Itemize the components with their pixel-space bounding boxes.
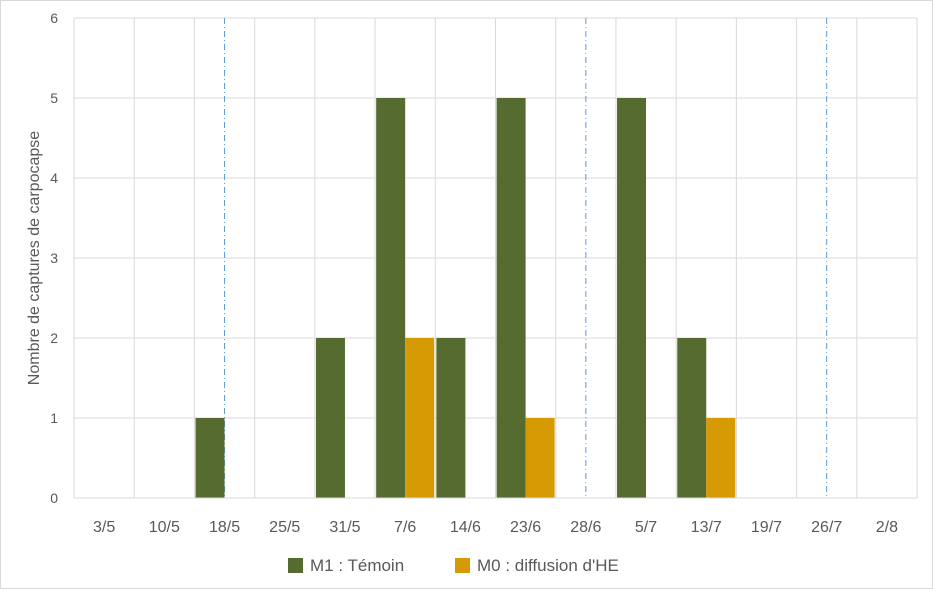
x-axis-tick-labels: 3/5 10/5 18/5 25/5 31/5 7/6 14/6 23/6 28/6 5/7 13/…: [93, 519, 898, 536]
bar-m0: [706, 418, 736, 498]
x-tick-label: 5/7: [635, 519, 657, 536]
bar-m1: [617, 98, 647, 498]
y-tick-label: 0: [50, 490, 58, 506]
legend-label: M1 : Témoin: [310, 556, 404, 575]
x-tick-label: 23/6: [510, 519, 541, 536]
y-axis-label: Nombre de captures de carpocapse: [26, 131, 43, 385]
legend-swatch: [455, 558, 470, 573]
bar-m1: [195, 418, 225, 498]
x-tick-label: 26/7: [811, 519, 842, 536]
bar-m1: [496, 98, 526, 498]
y-tick-label: 2: [50, 330, 58, 346]
bar-m1: [376, 98, 406, 498]
x-tick-label: 14/6: [450, 519, 481, 536]
legend-swatch: [288, 558, 303, 573]
legend-label: M0 : diffusion d'HE: [477, 556, 619, 575]
x-tick-label: 18/5: [209, 519, 240, 536]
x-tick-label: 10/5: [149, 519, 180, 536]
bar-m1: [677, 338, 707, 498]
x-tick-label: 25/5: [269, 519, 300, 536]
y-tick-label: 3: [50, 250, 58, 266]
y-tick-label: 1: [50, 410, 58, 426]
y-axis-tick-labels: 0 1 2 3 4 5 6: [50, 10, 58, 506]
x-tick-label: 13/7: [691, 519, 722, 536]
x-tick-label: 28/6: [570, 519, 601, 536]
y-tick-label: 5: [50, 90, 58, 106]
x-tick-label: 3/5: [93, 519, 115, 536]
bar-m0: [405, 338, 435, 498]
legend: M1 : Témoin M0 : diffusion d'HE: [288, 556, 619, 575]
bar-m1: [436, 338, 466, 498]
x-tick-label: 7/6: [394, 519, 416, 536]
bar-m0: [525, 418, 555, 498]
y-tick-label: 6: [50, 10, 58, 26]
y-tick-label: 4: [50, 170, 58, 186]
x-tick-label: 19/7: [751, 519, 782, 536]
x-tick-label: 31/5: [329, 519, 360, 536]
gridlines: [73, 17, 918, 498]
bar-m1: [315, 338, 345, 498]
bars: [195, 98, 736, 498]
x-tick-label: 2/8: [876, 519, 898, 536]
